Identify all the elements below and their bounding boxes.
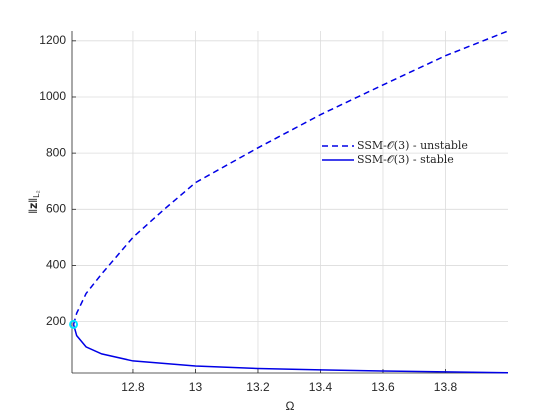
y-tick-label: 800 xyxy=(46,145,66,159)
y-tick-label: 400 xyxy=(46,258,66,272)
x-tick-label: 13.6 xyxy=(371,380,395,394)
line-series xyxy=(72,30,509,325)
line-series xyxy=(72,324,509,374)
legend-label: SSM-𝒪(3) - stable xyxy=(357,153,454,166)
x-tick-label: 13 xyxy=(189,380,203,394)
x-tick-label: 13.4 xyxy=(309,380,333,394)
y-label-sub: L₂ xyxy=(32,190,41,198)
y-tick-label: 1200 xyxy=(39,33,66,47)
x-tick-label: 13.2 xyxy=(246,380,270,394)
y-tick-label: 1000 xyxy=(39,89,66,103)
x-tick-label: 13.8 xyxy=(434,380,458,394)
y-label-main: ‖𝐳‖ xyxy=(26,198,40,214)
point-marker xyxy=(69,319,79,329)
x-tick-label: 12.8 xyxy=(121,380,145,394)
y-tick-label: 200 xyxy=(46,314,66,328)
x-axis-label: Ω xyxy=(286,399,295,413)
y-axis-label: ‖𝐳‖L₂ xyxy=(26,190,41,214)
y-tick-label: 600 xyxy=(46,201,66,215)
legend-label: SSM-𝒪(3) - unstable xyxy=(357,139,468,152)
